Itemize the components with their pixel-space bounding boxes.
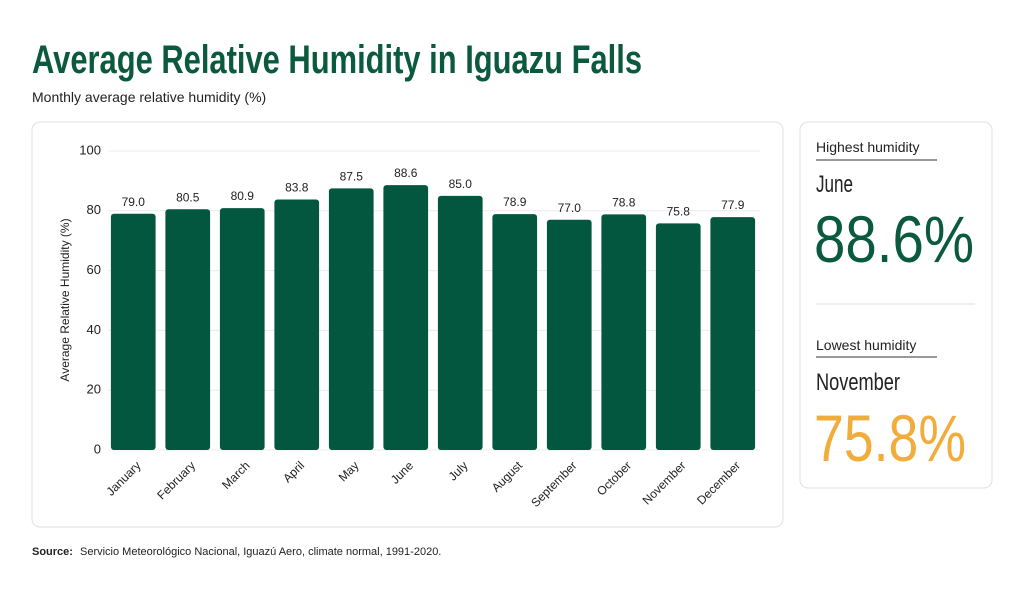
bar [655, 223, 701, 450]
bar [165, 209, 211, 450]
value-label: 80.9 [231, 189, 255, 203]
y-tick-label: 80 [87, 202, 101, 217]
value-label: 77.0 [558, 201, 582, 215]
highest-month: June [816, 171, 853, 198]
bar [492, 214, 538, 450]
bar [328, 188, 374, 450]
y-tick-label: 100 [79, 142, 101, 157]
y-tick-label: 20 [87, 382, 101, 397]
bar [110, 213, 156, 450]
value-label: 79.0 [122, 195, 146, 209]
value-label: 88.6 [394, 166, 418, 180]
value-label: 78.8 [612, 195, 636, 209]
bar [383, 185, 429, 450]
lowest-label: Lowest humidity [816, 337, 916, 353]
y-tick-label: 0 [94, 441, 101, 456]
bar [546, 219, 592, 450]
source-text: Servicio Meteorológico Nacional, Iguazú … [80, 546, 441, 558]
value-label: 87.5 [340, 169, 364, 183]
y-axis-label: Average Relative Humidity (%) [58, 218, 72, 381]
value-label: 77.9 [721, 198, 745, 212]
value-label: 85.0 [449, 177, 473, 191]
value-label: 80.5 [176, 190, 200, 204]
lowest-month: November [816, 369, 900, 396]
y-tick-label: 40 [87, 322, 101, 337]
bar [274, 199, 320, 450]
source-label: Source: [32, 546, 73, 558]
value-label: 75.8 [667, 204, 691, 218]
highlight-panel [799, 121, 993, 489]
highest-label: Highest humidity [816, 139, 920, 155]
bar [437, 195, 483, 450]
lowest-value: 75.8% [814, 401, 966, 475]
highest-value: 88.6% [814, 202, 974, 276]
chart-subtitle: Monthly average relative humidity (%) [32, 89, 266, 105]
chart-title: Average Relative Humidity in Iguazu Fall… [32, 38, 642, 82]
bar [601, 214, 647, 450]
bar [219, 208, 265, 450]
y-tick-label: 60 [87, 262, 101, 277]
bar [710, 217, 756, 450]
value-label: 78.9 [503, 195, 527, 209]
value-label: 83.8 [285, 180, 309, 194]
